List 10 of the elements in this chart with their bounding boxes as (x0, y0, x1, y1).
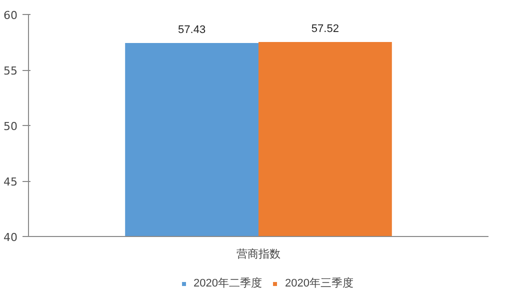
x-tick-label: 营商指数 (236, 248, 280, 260)
y-tick-label: 50 (4, 120, 18, 133)
data-label: 57.52 (311, 23, 339, 36)
y-tick-label: 45 (4, 176, 18, 188)
legend-label: 2020年二季度 (194, 276, 262, 290)
y-tick-label: 60 (4, 9, 18, 22)
y-tick-label: 40 (4, 231, 18, 244)
legend-label: 2020年三季度 (285, 276, 354, 290)
data-label: 57.43 (178, 24, 206, 36)
y-tick-label: 55 (4, 64, 18, 78)
